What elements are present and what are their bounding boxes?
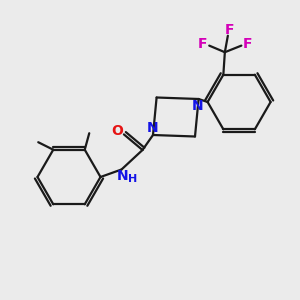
- Text: N: N: [192, 100, 204, 113]
- Text: F: F: [225, 23, 234, 37]
- Text: N: N: [147, 121, 159, 134]
- Text: O: O: [111, 124, 123, 138]
- Text: N: N: [117, 169, 128, 182]
- Text: H: H: [128, 174, 137, 184]
- Text: F: F: [243, 37, 253, 51]
- Text: F: F: [198, 37, 207, 51]
